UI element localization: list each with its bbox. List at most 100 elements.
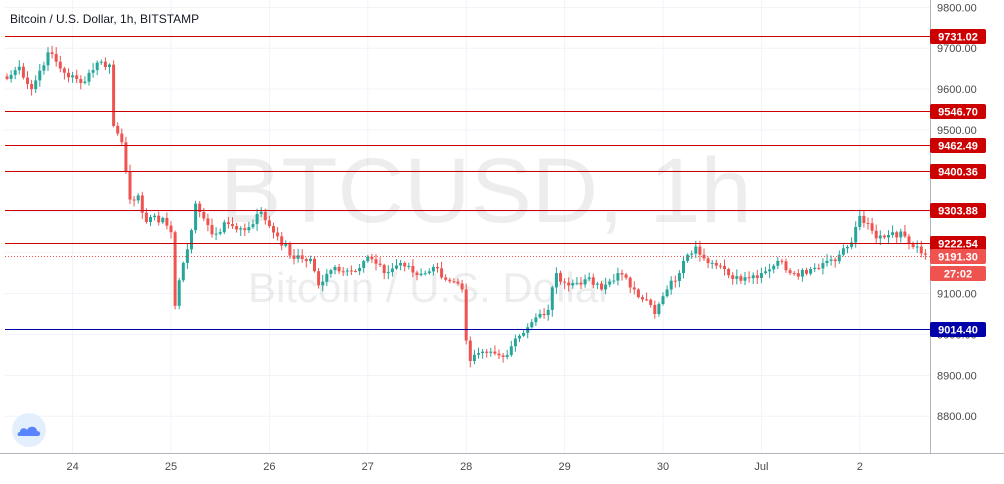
candle — [518, 334, 521, 343]
candle — [534, 313, 538, 326]
candle — [308, 255, 312, 264]
candle — [673, 275, 677, 288]
candle-body — [440, 268, 444, 278]
candle-body — [899, 231, 903, 238]
candle — [75, 69, 79, 84]
candle-body — [518, 335, 521, 339]
candle — [222, 219, 226, 235]
candle — [829, 255, 833, 266]
candle-body — [206, 218, 210, 226]
candle — [395, 259, 398, 270]
y-tick-label: 9100.00 — [937, 289, 977, 301]
candle — [87, 69, 91, 86]
candle — [17, 60, 21, 75]
candle — [862, 210, 866, 228]
candle — [333, 264, 337, 275]
candle — [612, 273, 616, 285]
candle-body — [120, 133, 124, 143]
chart-title: Bitcoin / U.S. Dollar, 1h, BITSTAMP — [10, 12, 199, 26]
candle-body — [5, 76, 9, 79]
candle-body — [173, 232, 177, 306]
candle-body — [415, 272, 419, 276]
candle-body — [472, 354, 476, 362]
tradingview-cloud-icon[interactable] — [12, 413, 46, 447]
watermark: BTCUSD, 1h Bitcoin / U.S. Dollar — [220, 140, 752, 311]
candle — [247, 221, 251, 233]
candle-body — [903, 231, 907, 237]
candle — [116, 122, 120, 136]
level-tag-box — [930, 236, 986, 251]
candle-body — [546, 309, 550, 316]
candle-body — [751, 275, 755, 279]
candle-body — [858, 215, 862, 228]
candle — [296, 248, 300, 263]
candle — [608, 278, 612, 288]
candle-body — [247, 227, 251, 231]
candle-body — [874, 230, 878, 239]
candle — [321, 274, 325, 292]
candle — [9, 70, 13, 83]
candle — [649, 298, 653, 308]
level-label: 9014.40 — [938, 325, 978, 337]
candle-body — [116, 125, 120, 134]
candle — [571, 279, 575, 289]
candle-body — [91, 70, 95, 73]
candle-body — [735, 276, 739, 279]
candle-body — [42, 65, 46, 71]
candle-body — [554, 273, 558, 288]
candle — [641, 294, 644, 303]
candle-body — [759, 273, 763, 279]
candle-body — [58, 61, 62, 69]
candle-body — [604, 284, 608, 290]
candle — [477, 347, 480, 359]
candle — [743, 271, 747, 286]
candle — [124, 136, 128, 174]
time-axis[interactable]: 24 25 26 27 28 29 30 Jul 2 — [66, 461, 862, 473]
candle — [255, 208, 259, 231]
candle — [267, 215, 271, 229]
candle — [399, 259, 403, 271]
candle-body — [431, 266, 435, 272]
level-label: 9222.54 — [938, 239, 979, 251]
candle-body — [854, 227, 858, 243]
candle-body — [911, 243, 915, 248]
candle-body — [493, 351, 497, 354]
candle-body — [559, 273, 562, 282]
level-tag-box — [930, 203, 986, 218]
candle-body — [292, 255, 296, 259]
candle-body — [38, 70, 42, 81]
candle-body — [587, 277, 591, 280]
candle-body — [776, 260, 780, 266]
candle-body — [665, 289, 669, 297]
candle-body — [358, 267, 362, 272]
candle — [91, 63, 95, 78]
candle-body — [169, 225, 173, 233]
candle-body — [284, 243, 288, 246]
candle — [157, 211, 161, 226]
candle — [542, 308, 546, 319]
candle — [813, 263, 817, 273]
candle — [788, 268, 792, 276]
candle-body — [378, 263, 382, 265]
candle — [313, 256, 316, 273]
candle-body — [9, 74, 13, 79]
candle — [645, 292, 649, 301]
candle — [349, 265, 353, 276]
candle-body — [272, 226, 275, 233]
candle-body — [846, 246, 849, 249]
candle-body — [395, 265, 398, 269]
candle-body — [251, 224, 255, 228]
candle — [481, 348, 485, 359]
candle — [731, 272, 735, 285]
candle — [559, 270, 562, 285]
candle — [509, 340, 513, 357]
candle — [239, 226, 243, 237]
candle-body — [825, 260, 829, 264]
candle — [436, 262, 439, 273]
candle-body — [95, 62, 99, 71]
candle-body — [329, 270, 333, 274]
level-tag-box — [930, 29, 986, 44]
candle — [120, 128, 124, 145]
candle-body — [673, 280, 677, 282]
